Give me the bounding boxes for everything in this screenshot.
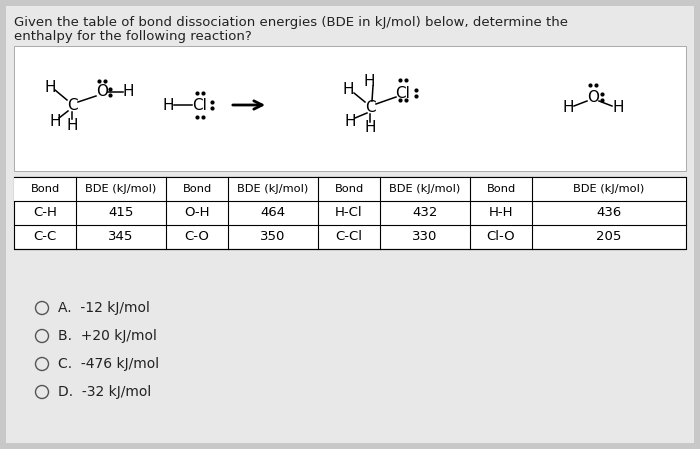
Text: H: H <box>162 97 174 113</box>
Text: H: H <box>562 100 574 114</box>
Text: O: O <box>587 89 599 105</box>
Text: 464: 464 <box>260 207 286 220</box>
Text: H: H <box>344 114 356 129</box>
Text: 205: 205 <box>596 230 622 243</box>
Text: enthalpy for the following reaction?: enthalpy for the following reaction? <box>14 30 252 43</box>
Text: Bond: Bond <box>335 184 363 194</box>
Text: H: H <box>66 118 78 132</box>
Text: C.  -476 kJ/mol: C. -476 kJ/mol <box>58 357 159 371</box>
Text: H-H: H-H <box>489 207 513 220</box>
Text: C: C <box>365 100 375 114</box>
Text: BDE (kJ/mol): BDE (kJ/mol) <box>389 184 461 194</box>
Text: Cl: Cl <box>395 85 410 101</box>
Text: C-H: C-H <box>33 207 57 220</box>
Text: O: O <box>96 84 108 100</box>
Text: 436: 436 <box>596 207 622 220</box>
Text: BDE (kJ/mol): BDE (kJ/mol) <box>573 184 645 194</box>
Text: Given the table of bond dissociation energies (BDE in kJ/mol) below, determine t: Given the table of bond dissociation ene… <box>14 16 568 29</box>
Text: C-Cl: C-Cl <box>335 230 363 243</box>
Text: H: H <box>363 75 374 89</box>
Text: 350: 350 <box>260 230 286 243</box>
Text: BDE (kJ/mol): BDE (kJ/mol) <box>237 184 309 194</box>
Text: 432: 432 <box>412 207 438 220</box>
Text: 345: 345 <box>108 230 134 243</box>
Text: A.  -12 kJ/mol: A. -12 kJ/mol <box>58 301 150 315</box>
Text: 415: 415 <box>108 207 134 220</box>
Text: BDE (kJ/mol): BDE (kJ/mol) <box>85 184 157 194</box>
Text: Bond: Bond <box>183 184 211 194</box>
Text: Bond: Bond <box>30 184 60 194</box>
Text: 330: 330 <box>412 230 438 243</box>
FancyBboxPatch shape <box>14 46 686 171</box>
Text: H-Cl: H-Cl <box>335 207 363 220</box>
Text: O-H: O-H <box>184 207 210 220</box>
Text: C-C: C-C <box>34 230 57 243</box>
Text: Cl: Cl <box>193 97 207 113</box>
Text: Cl-O: Cl-O <box>486 230 515 243</box>
Text: D.  -32 kJ/mol: D. -32 kJ/mol <box>58 385 151 399</box>
Text: H: H <box>49 114 61 129</box>
Text: B.  +20 kJ/mol: B. +20 kJ/mol <box>58 329 157 343</box>
FancyBboxPatch shape <box>6 6 694 443</box>
Text: H: H <box>44 80 56 96</box>
Text: Bond: Bond <box>486 184 516 194</box>
Bar <box>14 177 686 249</box>
Text: H: H <box>364 120 376 136</box>
Bar <box>14 177 686 201</box>
Text: H: H <box>122 84 134 100</box>
Text: C-O: C-O <box>185 230 209 243</box>
Text: C: C <box>66 97 77 113</box>
Text: H: H <box>612 100 624 114</box>
Text: H: H <box>342 83 354 97</box>
